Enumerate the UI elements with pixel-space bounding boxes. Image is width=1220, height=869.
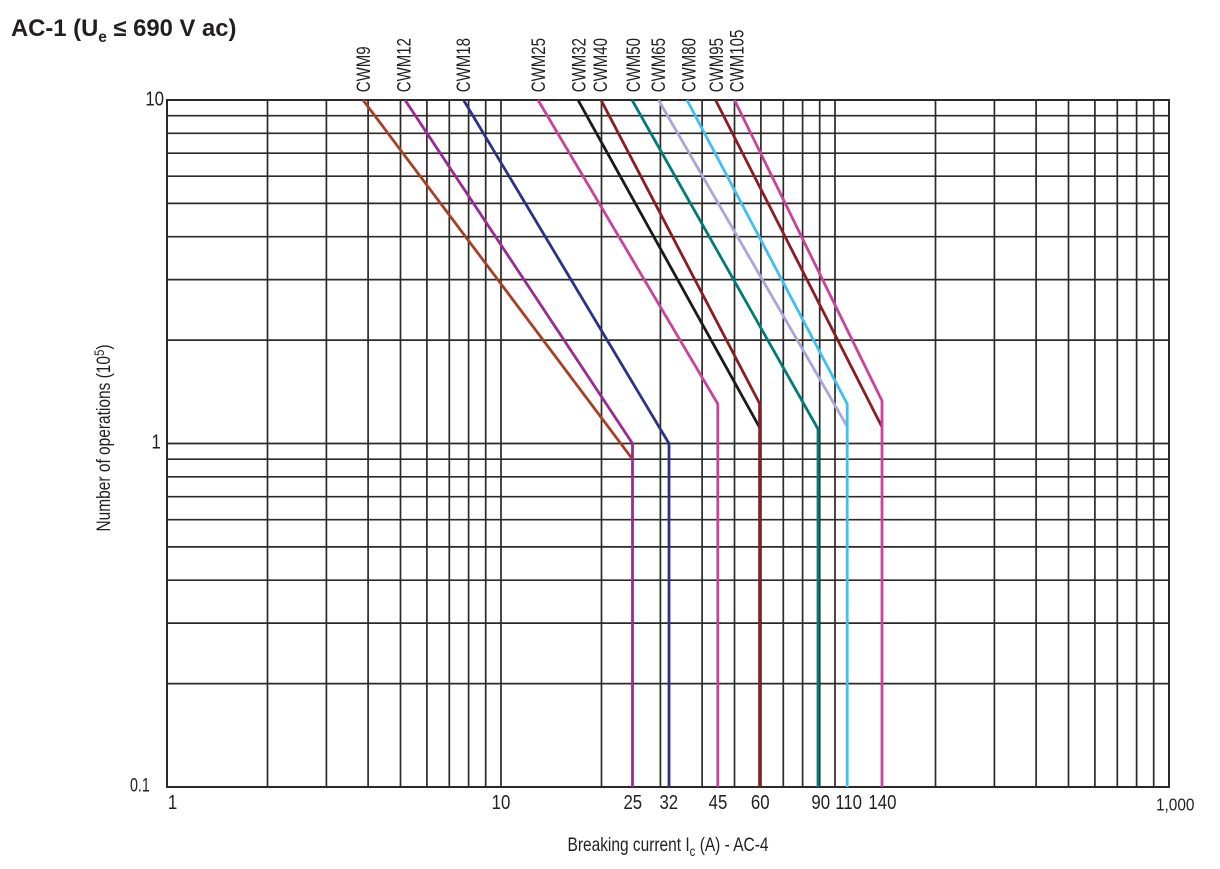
svg-text:60: 60 [751, 791, 770, 814]
svg-text:CWM95: CWM95 [707, 38, 728, 92]
svg-text:CWM80: CWM80 [679, 38, 700, 92]
svg-text:1: 1 [168, 791, 177, 814]
svg-text:CWM18: CWM18 [453, 38, 474, 92]
svg-text:90: 90 [811, 791, 830, 814]
svg-text:CWM105: CWM105 [727, 30, 748, 93]
svg-text:CWM9: CWM9 [354, 46, 375, 92]
svg-text:CWM50: CWM50 [624, 38, 645, 92]
svg-text:CWM65: CWM65 [648, 38, 669, 92]
svg-text:Number of operations (105): Number of operations (105) [91, 344, 115, 531]
svg-text:10: 10 [492, 791, 511, 814]
svg-text:CWM25: CWM25 [528, 38, 549, 92]
svg-text:CWM32: CWM32 [569, 38, 590, 92]
svg-text:10: 10 [145, 87, 164, 110]
svg-text:140: 140 [868, 791, 896, 814]
svg-text:25: 25 [623, 791, 642, 814]
svg-text:0.1: 0.1 [130, 775, 150, 796]
svg-text:AC-1 (Ue ≤ 690 V ac): AC-1 (Ue ≤ 690 V ac) [11, 15, 236, 46]
svg-text:CWM12: CWM12 [394, 38, 415, 92]
svg-text:CWM40: CWM40 [591, 38, 612, 92]
svg-text:1,000: 1,000 [1156, 796, 1195, 815]
svg-text:110: 110 [835, 791, 862, 814]
svg-text:Breaking current Ic (A) - AC-4: Breaking current Ic (A) - AC-4 [567, 834, 768, 860]
svg-text:45: 45 [709, 791, 728, 814]
svg-text:1: 1 [151, 430, 160, 453]
svg-text:32: 32 [659, 791, 678, 814]
